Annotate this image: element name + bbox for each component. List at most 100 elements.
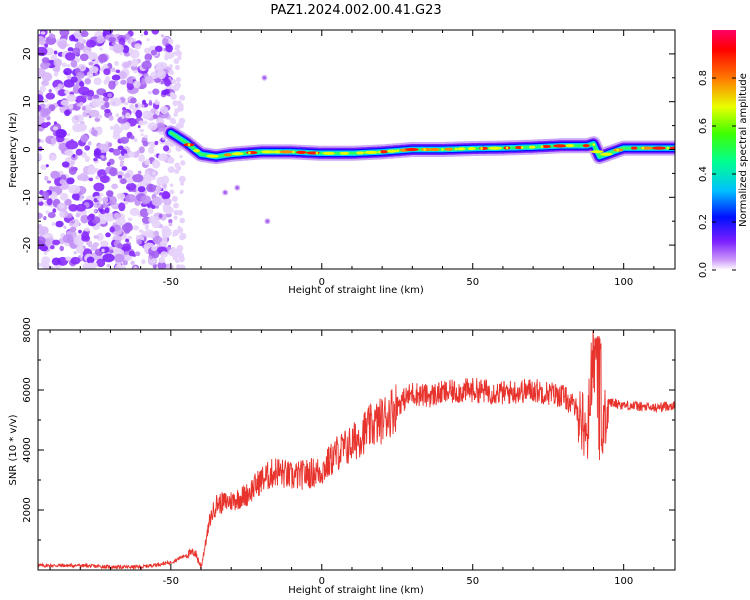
noise-blob — [129, 207, 140, 216]
noise-blob — [129, 103, 135, 110]
ridge-hotspot — [292, 150, 295, 154]
noise-blob — [79, 53, 89, 62]
noise-blob — [49, 34, 56, 39]
noise-blob — [156, 176, 165, 186]
noise-blob — [84, 227, 90, 232]
noise-blob — [143, 30, 149, 36]
noise-blob — [142, 173, 152, 180]
noise-blob — [84, 145, 91, 151]
noise-blob — [152, 114, 158, 119]
noise-blob — [100, 155, 105, 159]
ridge-hotspot — [600, 152, 613, 156]
noise-blob — [59, 30, 70, 37]
noise-blob — [104, 76, 111, 83]
noise-blob — [68, 159, 75, 167]
noise-blob — [127, 235, 132, 240]
noise-blob — [86, 256, 95, 264]
noise-blob — [174, 108, 180, 114]
noise-blob — [40, 139, 44, 144]
noise-blob — [133, 266, 138, 269]
noise-blob — [139, 128, 144, 133]
noise-blob — [84, 77, 92, 85]
noise-blob — [54, 86, 60, 92]
noise-blob — [41, 72, 53, 82]
noise-blob — [108, 115, 114, 121]
noise-blob — [70, 76, 78, 83]
noise-blob — [133, 80, 141, 89]
noise-blob — [124, 222, 133, 230]
noise-blob — [109, 167, 118, 177]
noise-blob — [79, 172, 88, 182]
noise-blob — [38, 94, 44, 103]
noise-blob — [75, 245, 85, 254]
noise-blob — [50, 244, 55, 250]
noise-blob — [148, 101, 153, 106]
noise-blob — [163, 145, 170, 152]
noise-blob — [149, 141, 156, 148]
noise-blob — [169, 141, 175, 147]
noise-blob — [68, 203, 79, 212]
ridge-hotspot — [616, 148, 619, 152]
noise-blob — [75, 148, 83, 156]
ridge-hotspot — [541, 144, 551, 149]
ridge-hotspot — [592, 143, 596, 146]
ridge-hotspot — [454, 147, 458, 151]
noise-blob — [51, 257, 61, 266]
ridge-hotspot — [340, 151, 350, 155]
noise-blob — [93, 182, 105, 192]
noise-blob — [40, 261, 48, 268]
noise-blob — [148, 146, 155, 154]
noise-blob — [175, 50, 182, 57]
snr-y-label: SNR (10 * v/v) — [8, 414, 19, 485]
noise-blob — [179, 154, 183, 159]
noise-blob — [141, 110, 153, 120]
noise-blob — [38, 201, 44, 206]
noise-blob — [87, 165, 96, 175]
noise-blob — [80, 30, 89, 38]
noise-blob — [52, 239, 61, 246]
noise-blob — [177, 55, 182, 60]
ridge-hotspot — [209, 154, 212, 158]
noise-blob — [132, 173, 144, 183]
x-tick-label: 0 — [319, 277, 325, 288]
noise-blob — [63, 225, 67, 229]
noise-blob — [70, 59, 78, 68]
noise-blob — [98, 96, 103, 101]
noise-blob — [79, 81, 85, 88]
noise-blob — [180, 160, 186, 166]
noise-blob — [179, 232, 187, 240]
noise-blob — [40, 164, 47, 170]
noise-blob — [93, 148, 101, 156]
noise-blob — [167, 157, 175, 164]
noise-blob — [126, 186, 131, 190]
noise-blob — [107, 92, 113, 98]
y-tick-label: -10 — [22, 189, 33, 205]
noise-blob — [96, 232, 104, 242]
noise-blob — [96, 43, 99, 47]
noise-blob — [138, 120, 144, 126]
ridge-hotspot — [379, 150, 389, 154]
noise-blob — [127, 217, 133, 222]
noise-blob — [179, 217, 185, 224]
noise-blob — [147, 122, 158, 131]
noise-blob — [171, 79, 177, 84]
noise-blob — [46, 121, 51, 126]
noise-blob — [38, 224, 43, 231]
noise-blob — [44, 43, 49, 48]
noise-blob — [64, 52, 76, 61]
ridge-hotspot — [405, 147, 419, 152]
noise-blob — [161, 225, 170, 235]
noise-blob — [105, 232, 111, 238]
noise-blob — [108, 36, 117, 43]
noise-blob — [145, 223, 149, 228]
noise-blob — [157, 153, 168, 162]
noise-blob — [73, 251, 77, 255]
noise-blob — [119, 162, 124, 168]
ridge-hotspot — [590, 150, 604, 154]
noise-blob — [130, 97, 137, 104]
noise-blob — [100, 104, 106, 110]
noise-blob — [179, 94, 186, 101]
noise-blob — [115, 216, 126, 226]
ridge-hotspot — [666, 146, 670, 150]
noise-blob — [110, 67, 116, 73]
